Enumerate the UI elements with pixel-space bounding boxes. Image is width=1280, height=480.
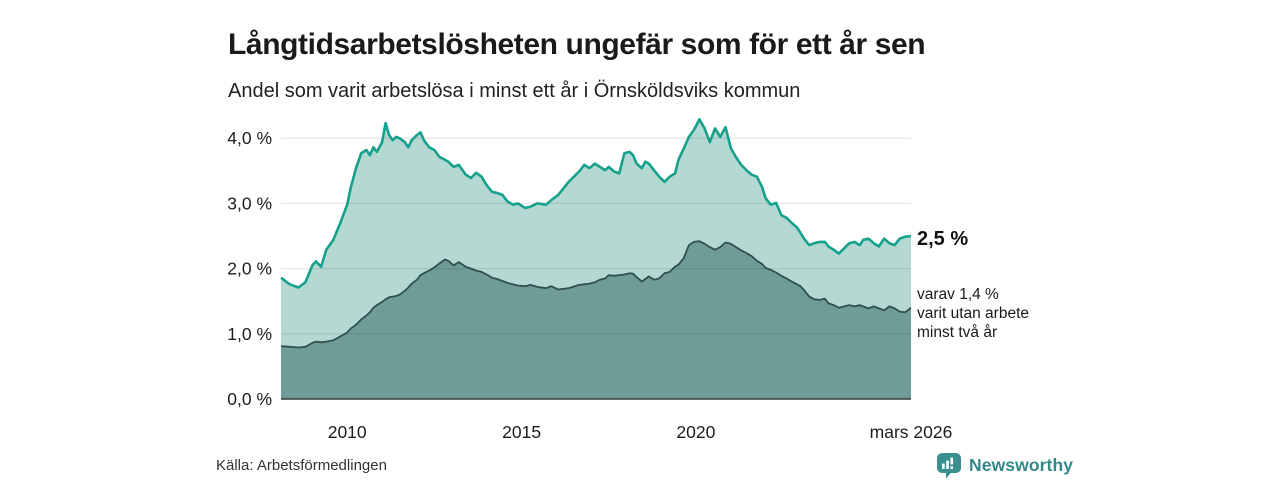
newsworthy-brand-label: Newsworthy: [969, 454, 1074, 475]
newsworthy-brand: Newsworthy: [936, 451, 1073, 479]
chart-subtitle: Andel som varit arbetslösa i minst ett å…: [228, 79, 801, 102]
breakdown-annotation-line: varit utan arbete: [917, 304, 1030, 322]
x-tick-label: 2015: [502, 422, 541, 442]
x-tick-label: mars 2026: [870, 422, 953, 442]
two-year-line: [280, 240, 912, 349]
y-tick-label: 0,0 %: [227, 389, 272, 409]
y-tick-label: 4,0 %: [227, 128, 272, 148]
y-tick-label: 2,0 %: [227, 259, 272, 279]
x-tick-label: 2010: [328, 422, 367, 442]
newsworthy-logo-icon: [937, 452, 961, 478]
y-tick-label: 3,0 %: [227, 193, 272, 213]
chart-title: Långtidsarbetslösheten ungefär som för e…: [228, 28, 926, 62]
total-series-end-value-label: 2,5 %: [917, 228, 969, 250]
breakdown-series-annotation: varav 1,4 % varit utan arbete minst två …: [917, 286, 1067, 343]
two-year-area-fill: [281, 241, 911, 399]
total-line: [280, 118, 912, 289]
x-tick-label: 2020: [676, 422, 715, 442]
y-tick-label: 1,0 %: [227, 324, 272, 344]
source-credit: Källa: Arbetsförmedlingen: [216, 457, 387, 474]
breakdown-annotation-line: minst två år: [917, 323, 998, 341]
breakdown-annotation-line: varav 1,4 %: [917, 286, 999, 303]
